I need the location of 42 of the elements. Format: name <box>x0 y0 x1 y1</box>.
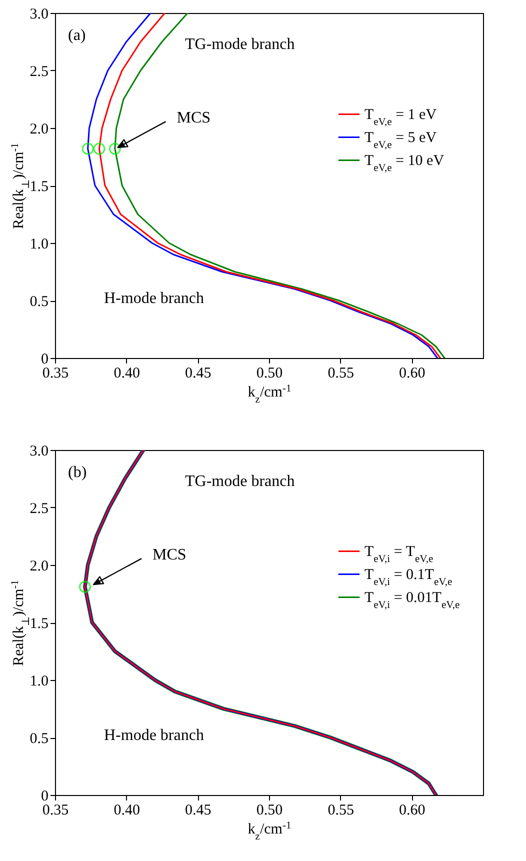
x-tick-label: 0.50 <box>256 366 283 382</box>
x-axis-title: k$_{z}$/cm$^{-1}$ <box>248 383 292 405</box>
x-tick-label: 0.40 <box>114 366 140 382</box>
legend-label: T$_{eV,e}$ = 10 eV <box>364 153 444 174</box>
x-tick-label: 0.35 <box>42 802 69 818</box>
y-tick-label: 0 <box>41 352 48 368</box>
legend-label: T$_{eV,i}$ = T$_{eV,e}$ <box>364 544 434 565</box>
x-tick-label: 0.50 <box>256 802 283 818</box>
legend-label: T$_{eV,i}$ = 0.01T$_{eV,e}$ <box>364 590 460 611</box>
legend-label: T$_{eV,e}$ = 5 eV <box>364 130 437 151</box>
legend-label: T$_{eV,e}$ = 1 eV <box>364 107 437 128</box>
y-tick-label: 0.5 <box>30 294 48 310</box>
x-tick-label: 0.55 <box>328 366 354 382</box>
x-tick-label: 0.40 <box>114 802 140 818</box>
annotation: TG-mode branch <box>185 473 295 490</box>
annotation: (a) <box>68 27 86 44</box>
x-tick-label: 0.35 <box>42 366 69 382</box>
y-tick-label: 1.5 <box>30 179 48 195</box>
y-tick-label: 2.5 <box>30 64 48 80</box>
y-tick-label: 2.5 <box>30 501 48 517</box>
y-tick-label: 1.0 <box>30 674 48 690</box>
x-tick-label: 0.45 <box>185 366 212 382</box>
annotation: H-mode branch <box>104 290 204 307</box>
y-tick-label: 2.0 <box>30 122 48 138</box>
y-tick-label: 3.0 <box>30 444 48 460</box>
annotation: MCS <box>152 546 186 564</box>
y-tick-label: 2.0 <box>30 558 48 574</box>
y-tick-label: 0.5 <box>30 731 48 747</box>
x-tick-label: 0.55 <box>328 802 354 818</box>
x-tick-label: 0.60 <box>399 802 426 818</box>
x-tick-label: 0.60 <box>399 366 426 382</box>
y-tick-label: 1.0 <box>30 236 48 252</box>
y-tick-label: 3.0 <box>30 6 48 22</box>
annotation: H-mode branch <box>104 727 204 744</box>
x-tick-label: 0.45 <box>185 802 212 818</box>
legend-label: T$_{eV,i}$ = 0.1T$_{eV,e}$ <box>364 567 452 588</box>
y-tick-label: 0 <box>41 788 48 804</box>
annotation: (b) <box>68 464 87 481</box>
y-tick-label: 1.5 <box>30 616 48 632</box>
annotation: TG-mode branch <box>185 36 295 53</box>
annotation: MCS <box>176 110 211 127</box>
x-axis-title: k$_{z}$/cm$^{-1}$ <box>248 820 292 842</box>
